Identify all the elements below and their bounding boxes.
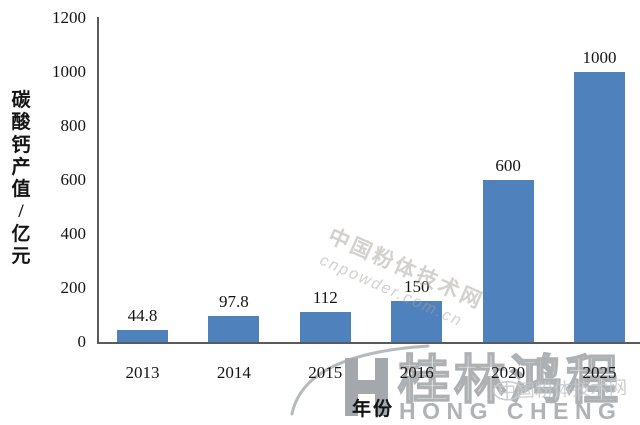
bar-2020 xyxy=(482,180,534,342)
x-tick-label: 2013 xyxy=(125,363,160,382)
bar-2014 xyxy=(208,316,260,342)
watermark-stamp: 中国粉体技术网 xyxy=(493,377,628,403)
y-tick-label: 1200 xyxy=(52,8,86,27)
y-tick-label: 800 xyxy=(60,116,87,135)
x-tick-label: 2016 xyxy=(399,363,434,382)
logo-swoosh-icon xyxy=(290,344,430,416)
y-tick-label: 1000 xyxy=(52,62,86,81)
y-tick-label: 400 xyxy=(60,224,87,243)
x-axis-line xyxy=(97,342,640,344)
bar-value-label: 97.8 xyxy=(219,292,249,311)
x-tick-label: 2020 xyxy=(491,363,526,382)
bar-2016 xyxy=(391,301,443,342)
hongcheng-logo: 桂林鸿程 HONG CHENG 中国粉体技术网 xyxy=(290,344,628,424)
bar-2013 xyxy=(117,330,168,342)
bar-2015 xyxy=(299,312,351,342)
bar-2025 xyxy=(574,72,625,342)
y-axis-line xyxy=(97,17,99,343)
y-tick-label: 200 xyxy=(60,278,87,297)
logo-h-monogram-icon xyxy=(345,358,388,416)
logo-name-en: HONG CHENG xyxy=(399,398,622,424)
x-axis-title: 年份 xyxy=(351,399,394,420)
x-tick-label: 2014 xyxy=(216,363,251,382)
bar-value-label: 44.8 xyxy=(127,306,158,325)
bar-value-label: 112 xyxy=(312,288,338,307)
bar-value-label: 150 xyxy=(403,277,430,296)
y-axis-title: 碳 酸 钙 产 值 / 亿 元 xyxy=(11,90,31,268)
x-tick-label: 2015 xyxy=(308,363,343,382)
bar-value-label: 1000 xyxy=(582,48,617,67)
x-tick-label: 2025 xyxy=(582,363,617,382)
y-tick-label: 600 xyxy=(60,170,87,189)
watermark-stamp-text: 中国粉体技术网 xyxy=(497,377,627,403)
y-tick-label: 0 xyxy=(77,332,87,351)
bar-value-label: 600 xyxy=(495,156,521,175)
